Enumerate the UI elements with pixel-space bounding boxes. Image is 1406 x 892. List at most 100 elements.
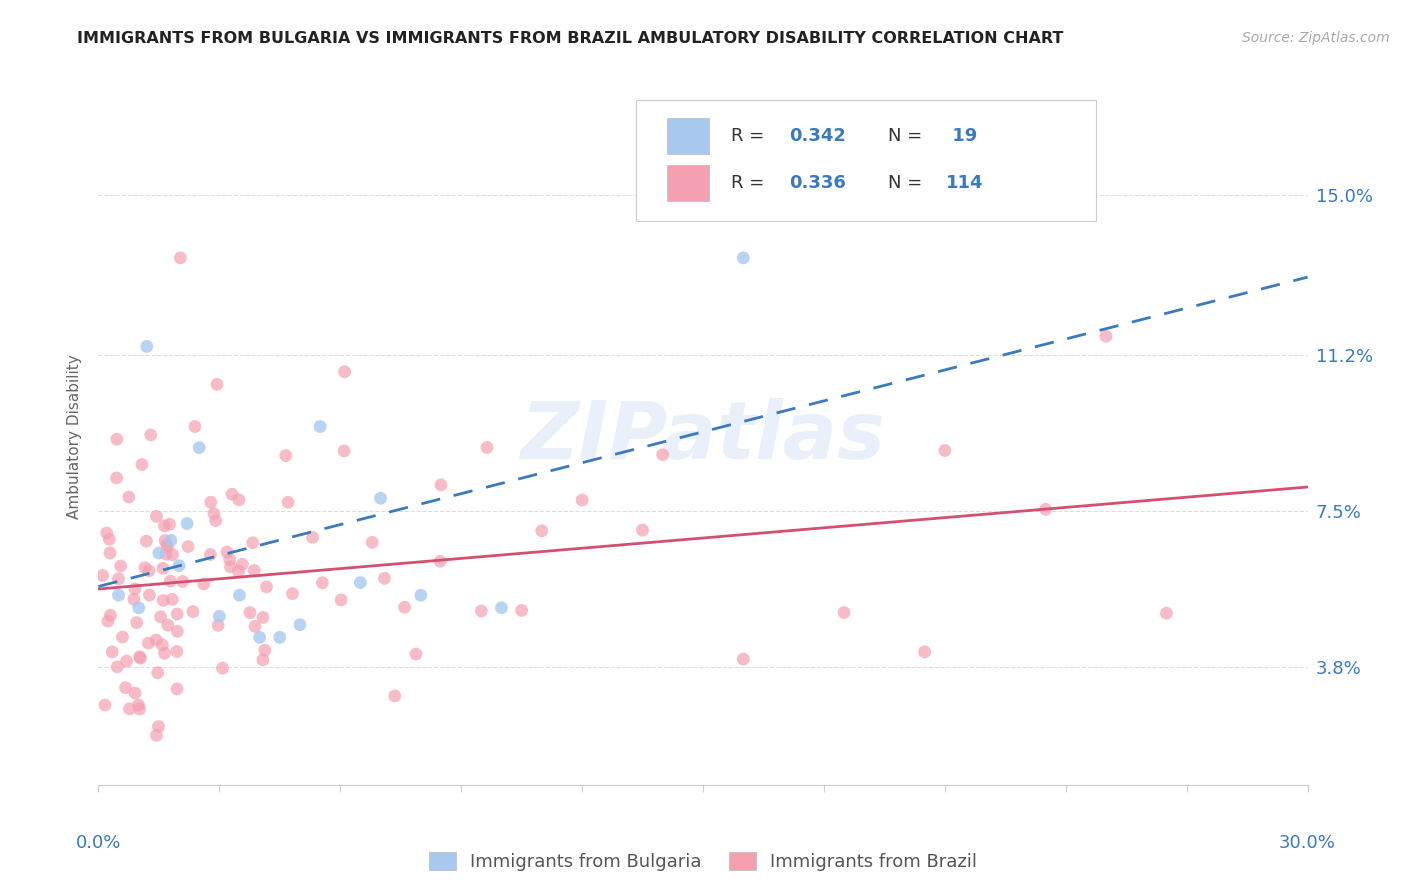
Point <box>134 560 156 574</box>
Point <box>160 533 183 548</box>
Point <box>470 604 492 618</box>
Point <box>253 643 276 657</box>
Point <box>124 582 146 596</box>
Y-axis label: Ambulatory Disability: Ambulatory Disability <box>67 355 83 519</box>
Point <box>914 645 936 659</box>
Text: 19: 19 <box>946 127 977 145</box>
Point <box>97 614 120 628</box>
Point <box>228 492 250 507</box>
Point <box>105 660 128 674</box>
Point <box>167 558 190 573</box>
Point <box>100 608 122 623</box>
Point <box>128 649 150 664</box>
Point <box>111 630 134 644</box>
Point <box>127 698 149 712</box>
Point <box>96 526 118 541</box>
Point <box>110 559 132 574</box>
Point <box>159 517 181 532</box>
Point <box>277 495 299 509</box>
Point <box>228 588 250 602</box>
FancyBboxPatch shape <box>666 118 709 154</box>
Point <box>208 609 231 624</box>
Point <box>249 631 271 645</box>
Point <box>475 441 498 455</box>
Point <box>105 471 128 485</box>
Point <box>148 546 170 560</box>
Point <box>124 686 146 700</box>
Point <box>166 624 188 639</box>
Point <box>94 698 117 712</box>
Point <box>188 441 211 455</box>
Point <box>145 632 167 647</box>
Point <box>211 661 233 675</box>
Point <box>934 443 956 458</box>
Point <box>330 593 353 607</box>
Point <box>651 448 673 462</box>
Point <box>207 618 229 632</box>
Text: Source: ZipAtlas.com: Source: ZipAtlas.com <box>1241 31 1389 45</box>
Point <box>155 547 177 561</box>
Point <box>138 588 160 602</box>
Point <box>361 535 384 549</box>
Point <box>832 606 855 620</box>
Point <box>429 554 451 568</box>
Point <box>166 644 188 658</box>
Point <box>269 631 291 645</box>
Point <box>107 572 129 586</box>
Point <box>491 600 513 615</box>
Point <box>150 638 173 652</box>
Point <box>733 251 755 265</box>
Point <box>184 419 207 434</box>
Point <box>153 533 176 548</box>
Point <box>215 545 238 559</box>
Point <box>138 564 160 578</box>
Point <box>181 605 204 619</box>
Point <box>218 552 240 566</box>
Legend: Immigrants from Bulgaria, Immigrants from Brazil: Immigrants from Bulgaria, Immigrants fro… <box>422 845 984 879</box>
Point <box>176 516 198 531</box>
Point <box>274 449 297 463</box>
Text: R =: R = <box>731 174 770 192</box>
Point <box>256 580 278 594</box>
Point <box>430 478 453 492</box>
Text: 0.336: 0.336 <box>789 174 846 192</box>
Point <box>204 514 226 528</box>
Point <box>162 548 184 562</box>
Point <box>145 509 167 524</box>
Point <box>510 603 533 617</box>
Point <box>156 618 179 632</box>
Point <box>135 534 157 549</box>
Point <box>128 702 150 716</box>
Point <box>219 559 242 574</box>
Point <box>205 377 228 392</box>
Text: IMMIGRANTS FROM BULGARIA VS IMMIGRANTS FROM BRAZIL AMBULATORY DISABILITY CORRELA: IMMIGRANTS FROM BULGARIA VS IMMIGRANTS F… <box>77 31 1064 46</box>
Point <box>384 689 406 703</box>
Text: 114: 114 <box>946 174 984 192</box>
Point <box>101 645 124 659</box>
Point <box>107 588 129 602</box>
Point <box>98 546 121 560</box>
Text: 30.0%: 30.0% <box>1279 834 1336 852</box>
Point <box>243 619 266 633</box>
Point <box>105 432 128 446</box>
Text: 0.0%: 0.0% <box>76 834 121 852</box>
Point <box>288 617 311 632</box>
Point <box>228 564 250 578</box>
Point <box>200 548 222 562</box>
Point <box>333 443 356 458</box>
Point <box>152 593 174 607</box>
Point <box>115 654 138 668</box>
FancyBboxPatch shape <box>637 100 1097 221</box>
Point <box>135 339 157 353</box>
Point <box>169 251 191 265</box>
Point <box>118 490 141 504</box>
Point <box>159 574 181 588</box>
Point <box>172 574 194 589</box>
Text: ZIPatlas: ZIPatlas <box>520 398 886 476</box>
Point <box>139 428 162 442</box>
Point <box>1035 502 1057 516</box>
Point <box>252 653 274 667</box>
Point <box>349 575 371 590</box>
Point <box>153 519 176 533</box>
Point <box>333 365 356 379</box>
